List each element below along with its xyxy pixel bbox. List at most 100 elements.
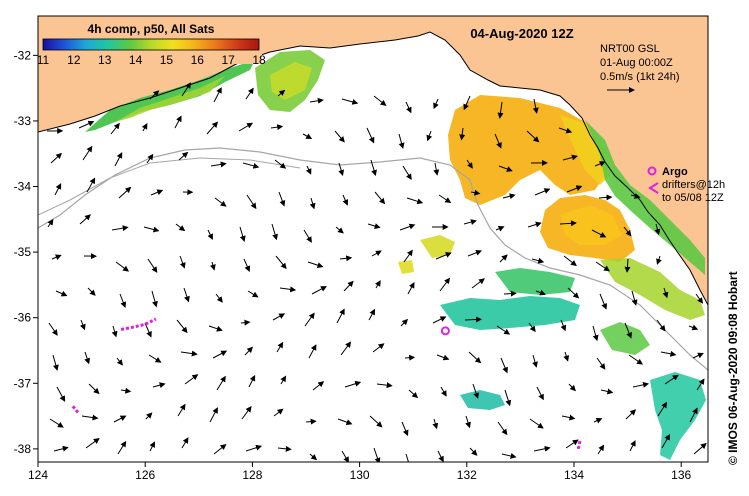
current-vector xyxy=(53,445,69,452)
current-vector xyxy=(276,341,284,353)
current-vector xyxy=(55,290,68,297)
current-vector xyxy=(341,98,359,105)
current-vector xyxy=(303,229,312,243)
current-vector xyxy=(248,374,256,388)
current-vector xyxy=(180,350,198,357)
current-vector xyxy=(561,414,576,421)
current-vector xyxy=(305,418,317,425)
current-vector xyxy=(660,350,677,357)
sst-patch-coast-green xyxy=(585,120,705,275)
current-vector xyxy=(272,313,286,321)
current-vector xyxy=(151,290,158,308)
current-vector xyxy=(595,261,610,272)
current-vector xyxy=(499,254,508,263)
current-vector xyxy=(497,101,504,119)
current-vector xyxy=(527,221,542,228)
current-vector xyxy=(433,162,440,176)
drifter-track xyxy=(71,405,80,414)
current-vector xyxy=(598,194,613,201)
current-vector xyxy=(407,281,415,295)
current-vector xyxy=(664,374,679,385)
sst-patch-green-east xyxy=(600,258,705,320)
current-vector xyxy=(120,387,132,394)
current-vector xyxy=(373,95,387,106)
current-vector xyxy=(175,223,186,232)
current-scale: 0.5m/s (1kt 24h) xyxy=(600,71,679,83)
lat-tick-label: -37 xyxy=(14,376,32,390)
colorbar-ticks: 11 12 13 14 15 16 17 18 xyxy=(37,53,266,67)
drifter-legend-icon xyxy=(648,182,659,194)
current-vector xyxy=(88,383,100,395)
current-vector xyxy=(599,293,607,310)
current-vector xyxy=(596,357,606,370)
current-vector xyxy=(305,165,312,175)
current-vector xyxy=(335,226,344,234)
current-vector xyxy=(245,444,263,452)
current-vector xyxy=(401,421,409,437)
current-vector xyxy=(376,382,393,389)
current-vector xyxy=(500,357,508,374)
current-vector xyxy=(496,325,511,335)
current-vector xyxy=(563,255,577,267)
lon-tick-label: 126 xyxy=(135,468,155,482)
current-vector xyxy=(435,252,452,260)
current-vector xyxy=(529,418,544,429)
current-vector xyxy=(239,226,246,242)
current-vector xyxy=(437,450,444,462)
argo-legend-icon xyxy=(647,166,657,176)
lat-tick-label: -35 xyxy=(14,245,32,259)
current-vector xyxy=(111,325,118,338)
current-vector xyxy=(179,255,186,269)
current-vector xyxy=(440,386,447,397)
current-vector xyxy=(309,453,318,461)
current-vector xyxy=(562,154,578,161)
current-vector xyxy=(629,440,636,452)
current-vector xyxy=(400,318,409,327)
current-vector xyxy=(497,421,508,436)
current-vector xyxy=(279,286,297,293)
lat-tick-label: -38 xyxy=(14,442,32,456)
current-vector xyxy=(526,130,540,143)
current-vector xyxy=(406,197,424,205)
current-vector xyxy=(56,386,66,402)
current-vector xyxy=(502,193,516,200)
current-vector xyxy=(404,354,416,361)
sst-patch-south-east-2 xyxy=(560,205,622,245)
current-vector xyxy=(54,183,62,196)
drifter-track xyxy=(576,438,582,450)
current-vector xyxy=(78,120,95,129)
current-vector xyxy=(594,161,606,167)
current-vector xyxy=(141,123,148,132)
current-vector xyxy=(48,322,58,336)
current-vector xyxy=(312,381,325,391)
current-vector xyxy=(373,447,381,462)
current-vector xyxy=(662,287,669,299)
colorbar-tick-label: 12 xyxy=(67,53,81,67)
current-vector xyxy=(439,277,451,292)
current-vector xyxy=(181,82,191,97)
current-vector xyxy=(183,287,190,303)
current-vector xyxy=(238,122,253,132)
drifter-tracks xyxy=(71,317,582,450)
current-vector xyxy=(367,223,381,229)
sst-patch-coastal-west-2 xyxy=(115,76,225,122)
current-vector xyxy=(152,382,166,389)
current-vector xyxy=(532,354,538,368)
current-vector xyxy=(86,177,96,193)
colorbar: 4h comp, p50, All Sats 11 12 13 14 15 16 17 18 xyxy=(37,18,266,67)
current-vector xyxy=(597,444,605,455)
colorbar-tick-label: 16 xyxy=(191,53,205,67)
sst-patch-teal-1 xyxy=(440,296,580,330)
current-vector xyxy=(246,194,257,210)
current-vector xyxy=(535,289,546,296)
current-vector xyxy=(343,280,354,292)
current-vector xyxy=(656,319,666,332)
current-vector xyxy=(184,374,199,385)
current-vector xyxy=(366,127,375,144)
current-vector xyxy=(532,98,539,114)
current-vector xyxy=(177,403,186,417)
current-vector xyxy=(278,191,286,207)
current-vector xyxy=(149,441,155,452)
current-vector xyxy=(405,101,412,114)
